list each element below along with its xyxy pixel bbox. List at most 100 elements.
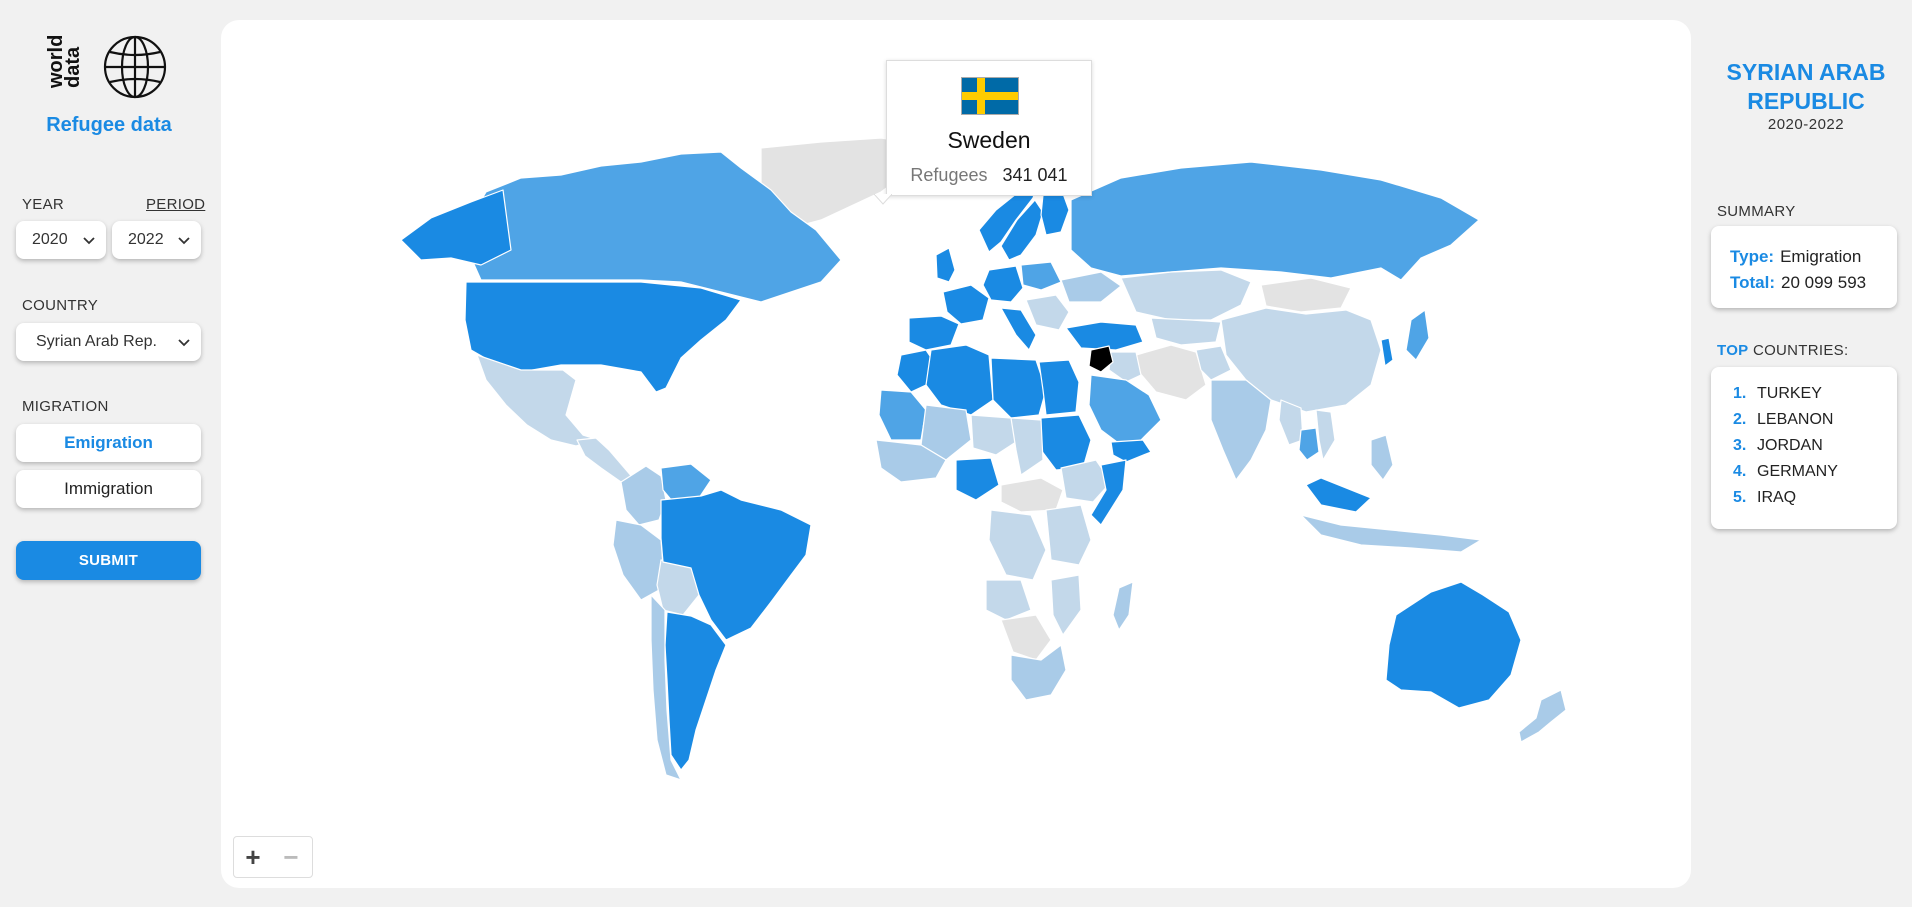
sweden-flag-icon <box>961 77 1019 115</box>
period-select-value: 2022 <box>128 231 164 248</box>
map-country-central-america[interactable] <box>576 437 634 483</box>
map-country-egypt[interactable] <box>1038 359 1080 416</box>
app-title: Refugee data <box>46 114 172 136</box>
emigration-button[interactable]: Emigration <box>16 424 201 462</box>
rank-number: 5. <box>1733 489 1747 506</box>
map-country-libya[interactable] <box>990 357 1047 419</box>
zoom-out-button[interactable]: − <box>272 837 310 877</box>
map-country-ukraine[interactable] <box>1060 271 1122 303</box>
map-country-east-africa[interactable] <box>1045 504 1092 566</box>
map-country-sudan[interactable] <box>1040 414 1092 471</box>
details-panel: SYRIAN ARAB REPUBLIC 2020-2022 SUMMARY T… <box>1700 0 1912 907</box>
map-country-indonesia[interactable] <box>1300 514 1482 553</box>
chevron-down-icon <box>83 237 95 245</box>
map-country-west-africa[interactable] <box>875 439 947 483</box>
map-country-japan[interactable] <box>1405 309 1430 361</box>
country-select-value: Syrian Arab Rep. <box>36 333 157 350</box>
map-country-mongolia[interactable] <box>1260 277 1352 313</box>
map-country-turkey[interactable] <box>1065 321 1144 351</box>
map-country-mali[interactable] <box>920 404 972 461</box>
list-item: 3. JORDAN <box>1733 433 1897 459</box>
country-select[interactable]: Syrian Arab Rep. <box>16 323 201 361</box>
year-select-value: 2020 <box>32 231 68 248</box>
map-country-korea[interactable] <box>1380 337 1394 367</box>
map-country-argentina[interactable] <box>664 611 727 771</box>
map-country-chad[interactable] <box>1010 417 1044 476</box>
map-country-brazil[interactable] <box>660 489 812 641</box>
top-country-name: JORDAN <box>1757 437 1823 454</box>
map-country-central-africa[interactable] <box>1000 477 1064 513</box>
top-label-rest: COUNTRIES: <box>1752 342 1849 359</box>
map-country-iraq[interactable] <box>1108 351 1142 383</box>
map-country-philippines[interactable] <box>1370 434 1394 481</box>
map-country-yemen[interactable] <box>1110 439 1152 463</box>
summary-label: SUMMARY <box>1717 203 1796 220</box>
map-country-myanmar[interactable] <box>1278 399 1304 446</box>
summary-type-key: Type: <box>1730 247 1775 266</box>
top-country-name: LEBANON <box>1757 411 1834 428</box>
tooltip-country-name: Sweden <box>947 127 1031 153</box>
map-country-norway[interactable] <box>978 179 1040 253</box>
map-country-central-asia[interactable] <box>1150 317 1222 346</box>
world-data-logo[interactable]: world data <box>45 34 170 100</box>
year-label: YEAR <box>22 196 65 213</box>
list-item: 5. IRAQ <box>1733 485 1897 511</box>
zoom-in-button[interactable]: + <box>234 837 272 877</box>
map-country-canada[interactable] <box>460 151 842 303</box>
period-select[interactable]: 2022 <box>112 221 201 259</box>
map-country-south-africa[interactable] <box>1010 644 1067 701</box>
submit-button[interactable]: SUBMIT <box>16 541 201 580</box>
period-label[interactable]: PERIOD <box>146 196 206 213</box>
map-country-spain[interactable] <box>908 315 960 351</box>
map-country-thailand[interactable] <box>1298 427 1320 461</box>
map-country-madagascar[interactable] <box>1112 581 1134 631</box>
map-country-congo[interactable] <box>988 509 1047 581</box>
tooltip-arrow-icon <box>874 194 892 205</box>
map-country-nigeria[interactable] <box>955 457 1000 501</box>
summary-card: Type: Emigration Total: 20 099 593 <box>1711 226 1897 308</box>
map-country-chile[interactable] <box>650 594 682 781</box>
map-country-australia[interactable] <box>1385 581 1522 709</box>
map-country-kazakhstan[interactable] <box>1120 269 1252 321</box>
map-country-balkans[interactable] <box>1025 294 1070 331</box>
chevron-down-icon <box>178 237 190 245</box>
selected-period: 2020-2022 <box>1767 116 1845 133</box>
top-label-accent: TOP <box>1717 342 1749 359</box>
map-country-russia[interactable] <box>1070 161 1480 281</box>
map-country-germany[interactable] <box>982 265 1024 303</box>
map-country-usa-alaska[interactable] <box>400 189 512 266</box>
map-country-angola[interactable] <box>985 579 1032 621</box>
list-item: 2. LEBANON <box>1733 407 1897 433</box>
map-country-sweden[interactable] <box>1000 199 1044 261</box>
year-select[interactable]: 2020 <box>16 221 106 259</box>
zoom-control: + − <box>233 836 313 878</box>
map-country-vietnam[interactable] <box>1315 409 1336 461</box>
country-label: COUNTRY <box>22 297 98 314</box>
globe-icon <box>103 35 167 99</box>
map-country-malaysia[interactable] <box>1305 477 1372 513</box>
map-country-ethiopia[interactable] <box>1060 459 1112 503</box>
map-country-mauritania[interactable] <box>878 389 927 441</box>
map-country-southern-africa[interactable] <box>1000 614 1052 661</box>
map-country-new-zealand[interactable] <box>1518 689 1567 743</box>
map-country-poland[interactable] <box>1020 261 1062 291</box>
map-country-uk[interactable] <box>935 247 956 283</box>
map-country-algeria[interactable] <box>925 344 994 416</box>
map-country-niger[interactable] <box>970 414 1020 456</box>
logo-text: world data <box>45 34 84 88</box>
list-item: 4. GERMANY <box>1733 459 1897 485</box>
map-country-somalia[interactable] <box>1090 459 1127 526</box>
map-country-italy[interactable] <box>1000 307 1037 351</box>
map-country-france[interactable] <box>942 284 990 325</box>
map-country-peru[interactable] <box>612 519 664 601</box>
map-country-mozambique[interactable] <box>1050 574 1082 636</box>
minus-icon: − <box>283 841 299 872</box>
map-country-india[interactable] <box>1210 379 1272 481</box>
world-map[interactable] <box>221 20 1691 888</box>
immigration-button[interactable]: Immigration <box>16 470 201 508</box>
map-country-syria[interactable] <box>1088 345 1114 373</box>
country-tooltip: Sweden Refugees 341 041 <box>886 60 1092 196</box>
plus-icon: + <box>245 841 261 872</box>
map-country-afghanistan[interactable] <box>1195 345 1232 381</box>
map-country-iran[interactable] <box>1135 344 1207 401</box>
